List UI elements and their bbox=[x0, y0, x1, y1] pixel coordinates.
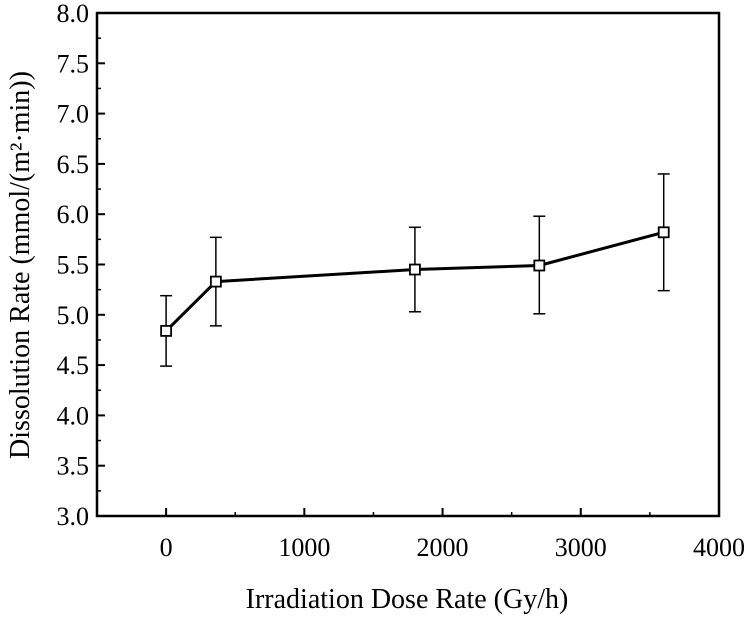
y-tick-label: 5.5 bbox=[57, 251, 90, 280]
tick-labels: 0 1000 2000 3000 4000 3.0 3.5 4.0 4.5 5.0 5.5 6.0 6.… bbox=[57, 0, 746, 562]
data-point-marker bbox=[209, 275, 222, 288]
y-tick-label: 3.5 bbox=[57, 452, 90, 481]
data-point-marker bbox=[160, 324, 173, 337]
major-ticks bbox=[97, 12, 720, 517]
x-tick-label: 2000 bbox=[417, 533, 469, 562]
y-tick-label: 3.0 bbox=[57, 502, 90, 531]
x-axis-title: Irradiation Dose Rate (Gy/h) bbox=[246, 584, 569, 615]
y-tick-label: 4.5 bbox=[57, 351, 90, 380]
x-tick-label: 0 bbox=[160, 533, 173, 562]
plot-area-frame bbox=[95, 11, 721, 518]
x-tick-label: 1000 bbox=[278, 533, 330, 562]
y-tick-label: 4.0 bbox=[57, 401, 90, 430]
y-tick-label: 6.5 bbox=[57, 150, 90, 179]
minor-ticks bbox=[97, 37, 651, 516]
y-tick-label: 6.0 bbox=[57, 200, 90, 229]
y-axis-title: Dissolution Rate (mmol/(m²·min)) bbox=[5, 71, 36, 459]
data-point-marker bbox=[409, 263, 421, 276]
data-point-marker bbox=[657, 226, 670, 239]
y-tick-label: 5.0 bbox=[57, 301, 90, 330]
y-tick-label: 8.0 bbox=[57, 0, 90, 28]
x-tick-label: 3000 bbox=[555, 533, 607, 562]
x-tick-label: 4000 bbox=[693, 533, 745, 562]
data-series bbox=[160, 173, 670, 367]
data-point-marker bbox=[533, 259, 546, 272]
y-tick-label: 7.0 bbox=[57, 100, 90, 129]
y-tick-label: 7.5 bbox=[57, 49, 90, 78]
